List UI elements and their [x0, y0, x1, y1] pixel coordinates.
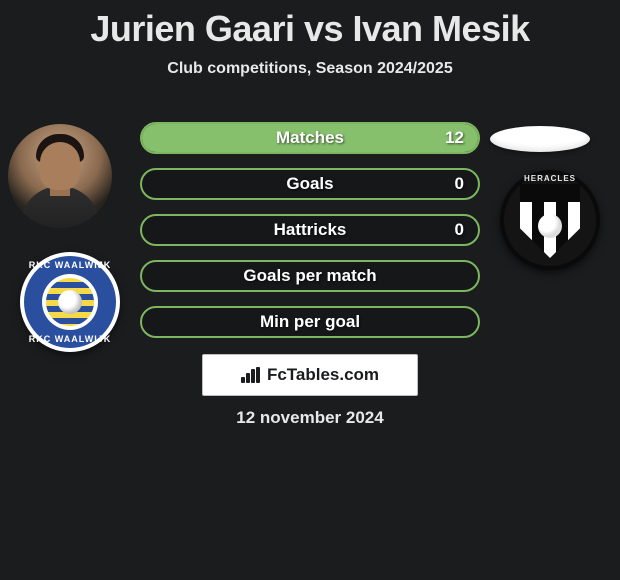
stat-bar-goals: Goals 0 [140, 168, 480, 200]
club-badge-left: RKC WAALWIJK RKC WAALWIJK [20, 252, 120, 352]
club-left-arc-top: RKC WAALWIJK [20, 260, 120, 270]
fctables-text: FcTables.com [267, 365, 379, 385]
stat-bar-label: Matches [276, 128, 344, 148]
stat-bar-label: Hattricks [274, 220, 347, 240]
fctables-link[interactable]: FcTables.com [202, 354, 418, 396]
stat-bar-min-per-goal: Min per goal [140, 306, 480, 338]
stat-bar-value: 0 [455, 220, 464, 240]
stat-bar-label: Min per goal [260, 312, 360, 332]
club-left-arc-bot: RKC WAALWIJK [20, 334, 120, 344]
page-title: Jurien Gaari vs Ivan Mesik [0, 0, 620, 50]
player-photo-left [8, 124, 112, 228]
stat-bar-label: Goals per match [243, 266, 376, 286]
date-text: 12 november 2024 [0, 408, 620, 428]
stat-bar-hattricks: Hattricks 0 [140, 214, 480, 246]
club-badge-right: HERACLES [500, 170, 600, 270]
stat-bar-goals-per-match: Goals per match [140, 260, 480, 292]
subtitle: Club competitions, Season 2024/2025 [0, 60, 620, 78]
stat-bars: Matches 12 Goals 0 Hattricks 0 Goals per… [140, 122, 480, 352]
player-photo-right-placeholder [490, 126, 590, 152]
stat-bar-value: 12 [445, 128, 464, 148]
club-right-top-text: HERACLES [500, 174, 600, 183]
stat-bar-matches: Matches 12 [140, 122, 480, 154]
stat-bar-label: Goals [286, 174, 333, 194]
stat-bar-value: 0 [455, 174, 464, 194]
bar-chart-icon [241, 367, 261, 383]
